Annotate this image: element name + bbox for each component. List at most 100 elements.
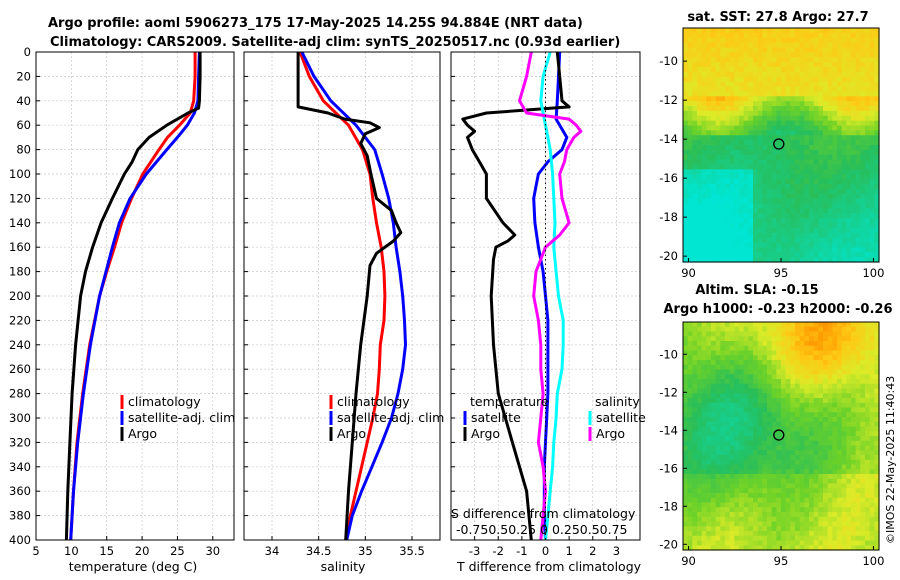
map-cell [739,252,745,258]
map-cell [851,242,857,248]
map-cell [823,483,829,489]
map-cell [767,497,773,504]
map-cell [823,488,829,494]
map-cell [813,407,819,413]
map-cell [701,440,707,447]
map-cell [841,120,847,127]
map-cell [799,57,805,63]
map-cell [683,52,689,58]
map-cell [869,67,875,73]
map-cell [771,120,777,127]
map-cell [869,154,875,161]
map-cell [855,164,861,170]
map-cell [683,474,689,480]
map-cell [785,140,791,146]
map-cell [720,507,726,513]
map-cell [697,174,703,180]
map-cell [729,455,735,461]
map-cell [762,71,768,78]
map-cell [743,154,749,161]
map-cell [785,154,791,161]
map-cell [869,412,875,418]
map-cell [846,526,852,532]
map-cell [865,159,871,166]
map-cell [855,257,861,263]
map-cell [743,341,749,347]
map-cell [687,81,693,88]
map-cell [748,174,754,180]
map-cell [799,242,805,248]
map-cell [841,426,847,432]
map-cell [832,526,838,532]
map-cell [818,360,824,366]
map-cell [687,455,693,461]
map-cell [734,174,740,180]
map-cell [776,502,782,508]
map-cell [725,331,731,337]
map-cell [804,455,810,461]
map-cell [743,86,749,92]
map-cell [865,42,871,49]
map-cell [790,464,796,470]
map-cell [809,52,815,58]
map-cell [823,135,829,141]
map-cell [837,364,843,371]
map-cell [715,493,721,499]
map-cell [823,247,829,253]
map-cell [841,57,847,63]
map-cell [813,257,819,263]
map-cell [790,516,796,523]
map-cell [832,545,838,551]
map-cell [720,364,726,371]
map-cell [851,257,857,263]
map-cell [729,47,735,53]
map-cell [697,208,703,214]
map-cell [687,493,693,499]
map-cell [823,478,829,485]
map-cell [818,81,824,88]
map-cell [683,110,689,117]
map-cell [846,193,852,200]
map-cell [818,71,824,78]
map-cell [753,341,759,347]
map-cell [748,493,754,499]
map-cell [739,322,745,328]
map-cell [827,364,833,371]
map-cell [711,115,717,122]
map-cell [687,62,693,68]
map-cell [748,345,754,352]
map-cell [874,545,880,551]
map-cell [706,474,712,480]
map-cell [837,493,843,499]
map-cell [701,57,707,63]
map-cell [720,398,726,404]
map-cell [809,521,815,527]
map-cell [785,379,791,385]
map-cell [729,193,735,200]
map-cell [701,71,707,78]
map-cell [683,227,689,234]
map-cell [855,140,861,146]
map-cell [776,341,782,347]
map-cell [734,115,740,122]
map-cell [692,336,698,342]
map-cell [776,421,782,428]
map-cell [776,188,782,195]
map-cell [725,130,731,136]
map-cell [874,521,880,527]
map-cell [818,421,824,428]
map-cell [767,115,773,122]
map-cell [832,179,838,185]
map-cell [697,521,703,527]
map-cell [846,120,852,127]
map-cell [762,96,768,102]
map-cell [748,159,754,166]
map-cell [762,331,768,337]
map-cell [841,331,847,337]
map-cell [757,540,763,546]
map-cell [715,106,721,112]
map-cell [748,426,754,432]
map-cell [743,52,749,58]
map-cell [715,242,721,248]
map-cell [813,412,819,418]
